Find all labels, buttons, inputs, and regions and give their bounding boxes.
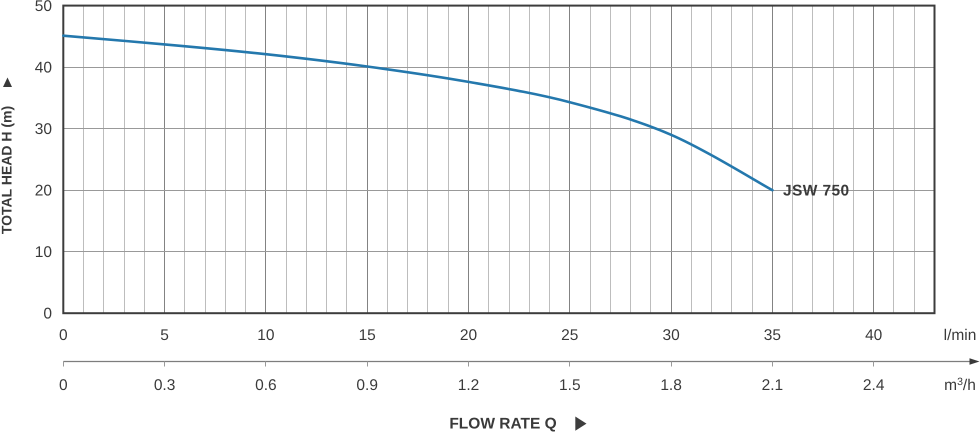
svg-text:10: 10 (257, 327, 275, 344)
svg-text:0.6: 0.6 (255, 377, 277, 394)
svg-text:10: 10 (35, 244, 53, 261)
svg-text:2.1: 2.1 (762, 377, 784, 394)
svg-text:TOTAL HEAD H (m): TOTAL HEAD H (m) (0, 106, 15, 234)
svg-text:1.2: 1.2 (458, 377, 480, 394)
svg-text:0.3: 0.3 (154, 377, 176, 394)
svg-text:0: 0 (59, 377, 68, 394)
svg-text:20: 20 (35, 183, 53, 200)
svg-text:m3/h: m3/h (944, 376, 976, 394)
svg-text:15: 15 (359, 327, 376, 344)
svg-text:JSW 750: JSW 750 (783, 182, 850, 199)
svg-text:0: 0 (43, 306, 52, 323)
svg-text:40: 40 (35, 60, 53, 77)
svg-text:20: 20 (460, 327, 478, 344)
svg-text:5: 5 (160, 327, 169, 344)
svg-text:2.4: 2.4 (863, 377, 885, 394)
svg-text:25: 25 (561, 327, 578, 344)
svg-text:l/min: l/min (944, 327, 977, 344)
svg-text:FLOW RATE Q: FLOW RATE Q (449, 416, 556, 432)
svg-text:50: 50 (35, 0, 53, 15)
svg-text:30: 30 (35, 121, 53, 138)
svg-text:30: 30 (662, 327, 680, 344)
svg-text:40: 40 (865, 327, 883, 344)
svg-text:1.5: 1.5 (559, 377, 581, 394)
svg-text:1.8: 1.8 (660, 377, 682, 394)
svg-text:0.9: 0.9 (356, 377, 378, 394)
svg-text:35: 35 (764, 327, 781, 344)
svg-text:0: 0 (59, 327, 68, 344)
